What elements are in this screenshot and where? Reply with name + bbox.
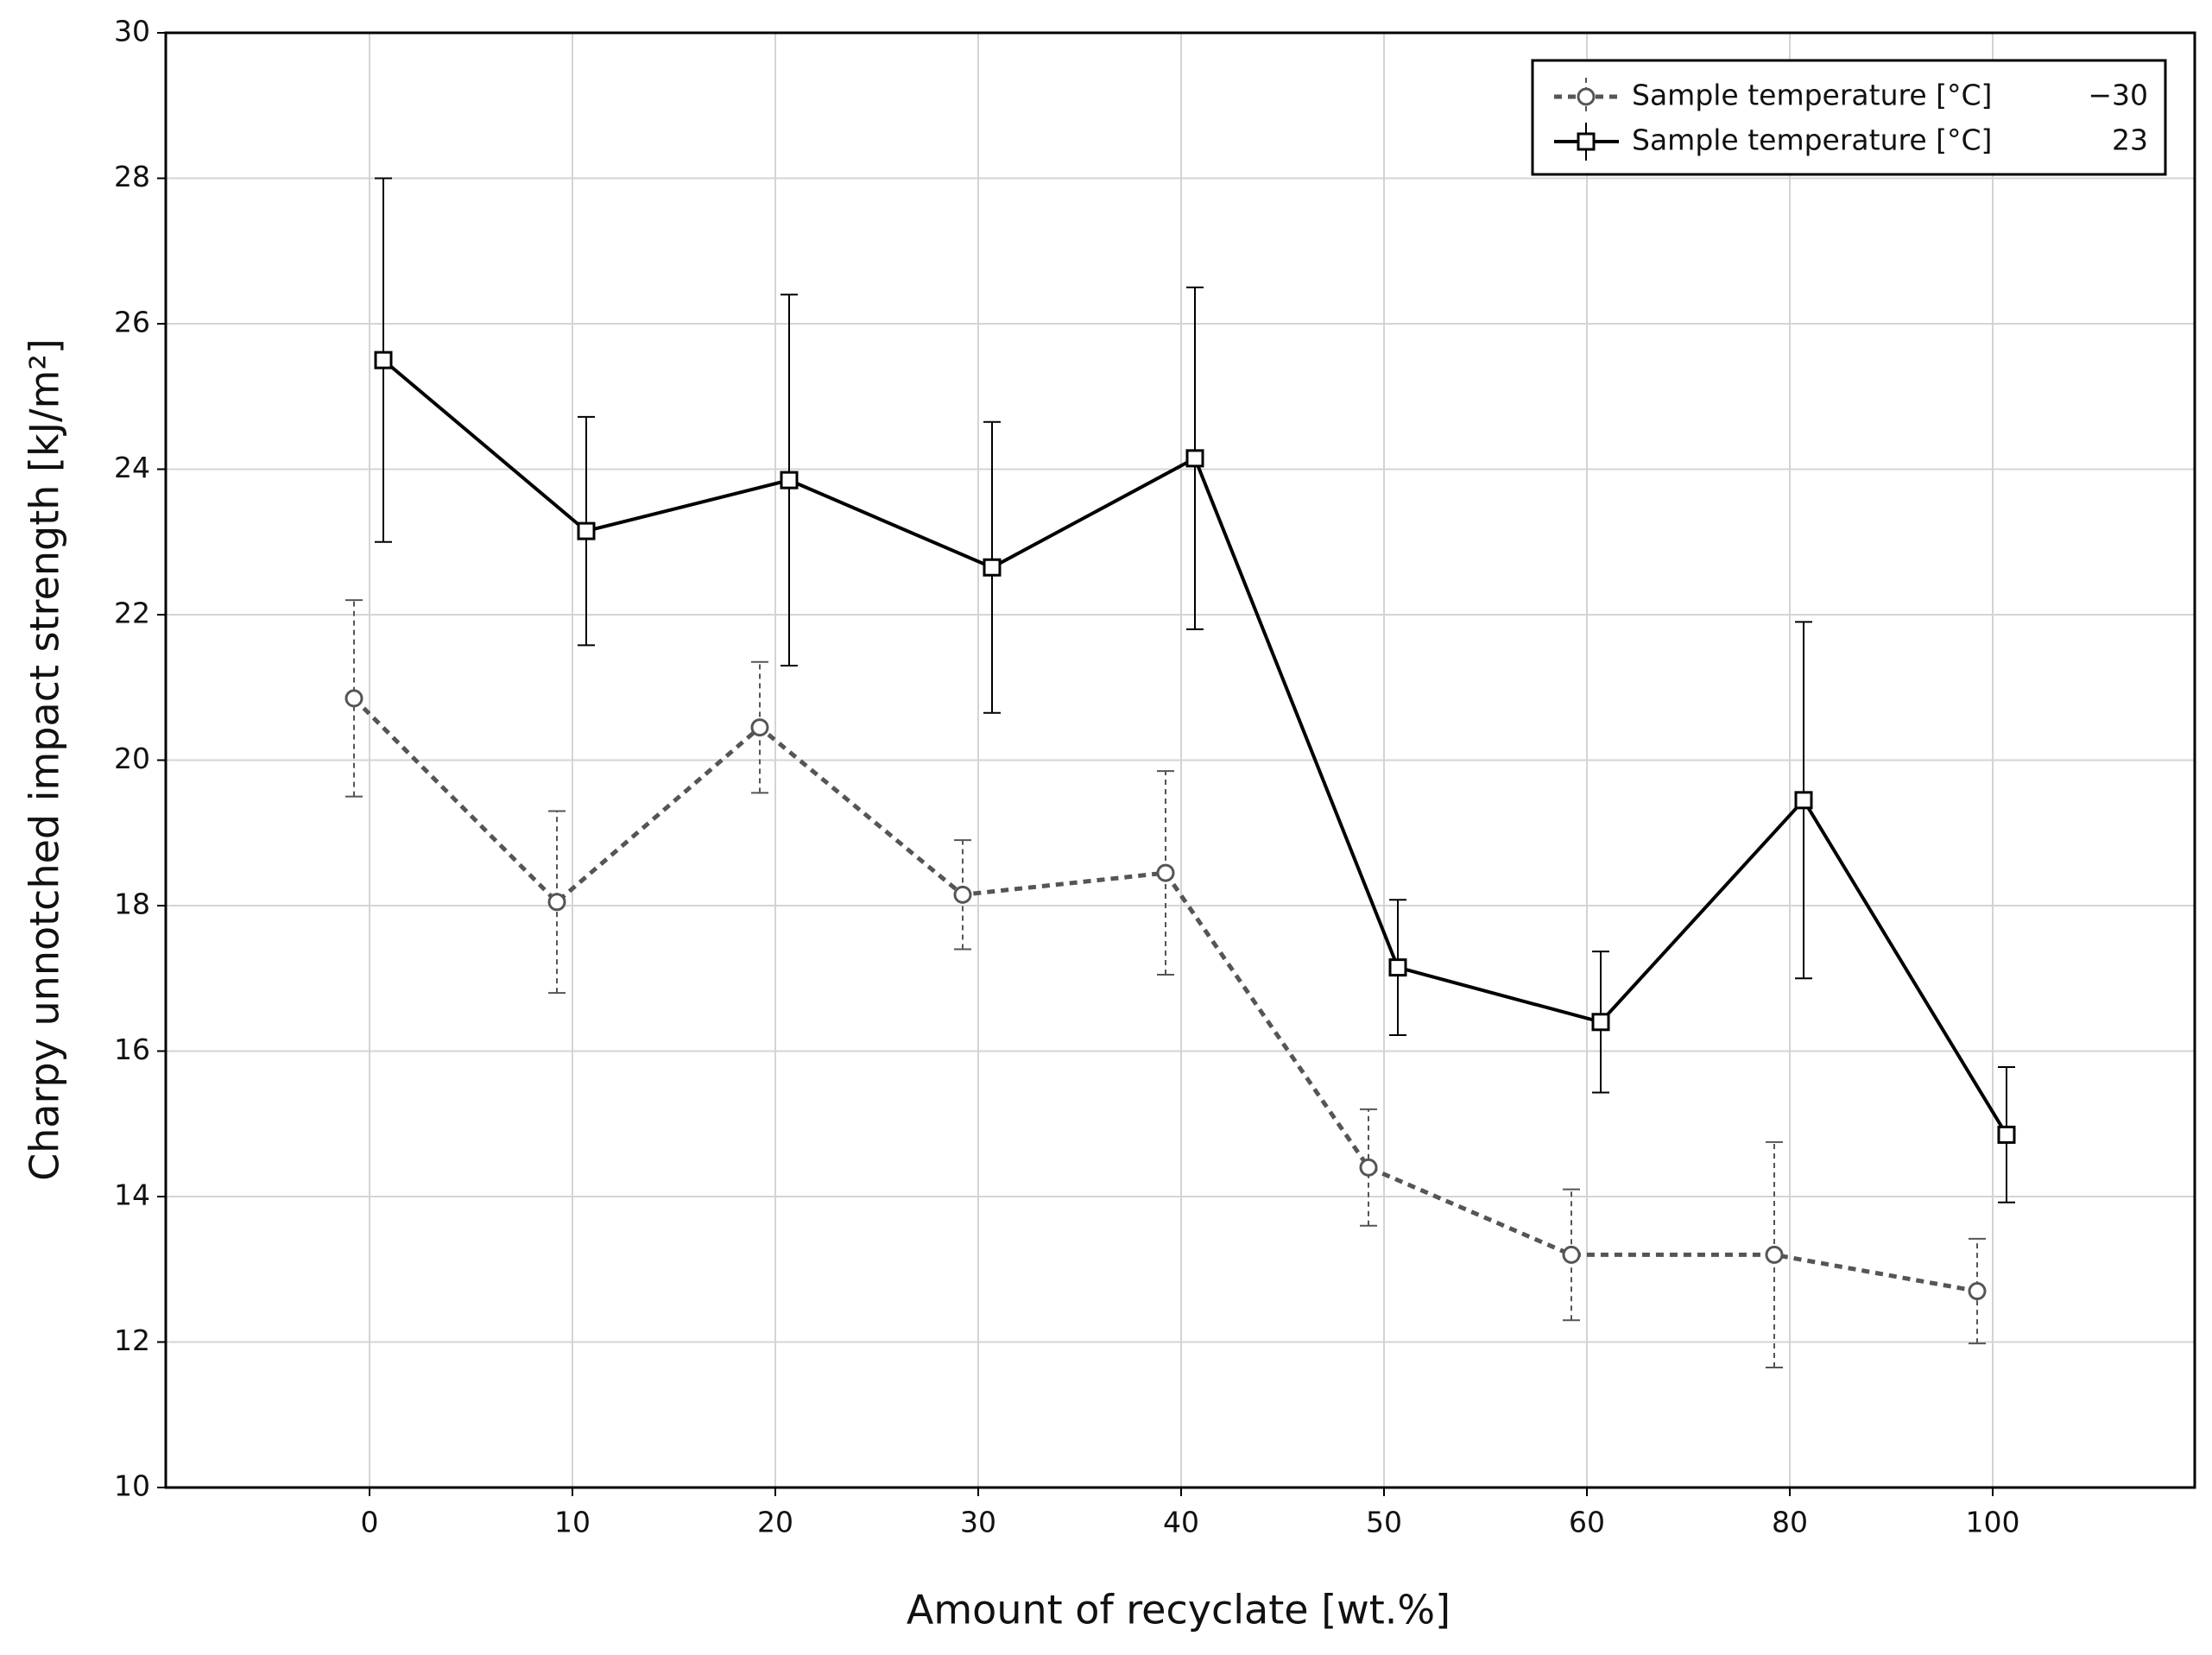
legend-value: 23 [2112,123,2148,157]
y-tick-label: 12 [114,1323,150,1357]
data-point [374,351,393,370]
x-tick-label: 10 [554,1506,591,1539]
y-tick-label: 26 [114,306,150,339]
data-point [1359,1158,1378,1177]
legend-label: Sample temperature [°C] [1632,123,1992,157]
data-point [344,689,363,708]
data-point [1156,863,1175,882]
legend-value: −30 [2088,79,2148,112]
y-tick-label: 18 [114,888,150,921]
y-tick-label: 30 [114,15,150,48]
x-axis-title: Amount of recyclate [wt.%] [907,1587,1450,1633]
y-tick-label: 16 [114,1033,150,1066]
data-point [1794,791,1813,810]
x-tick-label: 30 [960,1506,996,1539]
data-point [1765,1245,1784,1264]
series-line [352,697,1978,1293]
data-point [1562,1245,1581,1264]
y-tick-label: 28 [114,160,150,193]
x-tick-label: 50 [1366,1506,1402,1539]
legend-box [1531,59,2167,176]
y-tick-label: 14 [114,1178,150,1212]
x-tick-label: 40 [1163,1506,1199,1539]
y-axis-title: Charpy unnotched impact strength [kJ/m²] [22,338,68,1181]
data-point [953,885,972,904]
y-tick-label: 10 [114,1469,150,1503]
data-point [1968,1282,1987,1301]
data-point [1997,1125,2016,1144]
legend-label: Sample temperature [°C] [1632,79,1992,112]
data-point [577,521,596,540]
data-point [1388,958,1407,977]
x-tick-label: 0 [361,1506,379,1539]
data-point [547,893,566,912]
y-tick-label: 24 [114,451,150,484]
legend-marker [1577,87,1596,106]
x-tick-label: 60 [1569,1506,1605,1539]
data-point [983,558,1002,577]
legend-marker [1577,132,1596,151]
data-point [1591,1013,1610,1032]
plot-frame [164,31,2196,1489]
y-tick-label: 20 [114,742,150,775]
data-point [750,718,769,737]
x-tick-label: 20 [757,1506,793,1539]
data-point [1185,449,1204,468]
y-tick-label: 22 [114,597,150,630]
data-point [780,471,799,490]
x-tick-label: 100 [1966,1506,2020,1539]
x-tick-label: 80 [1772,1506,1808,1539]
